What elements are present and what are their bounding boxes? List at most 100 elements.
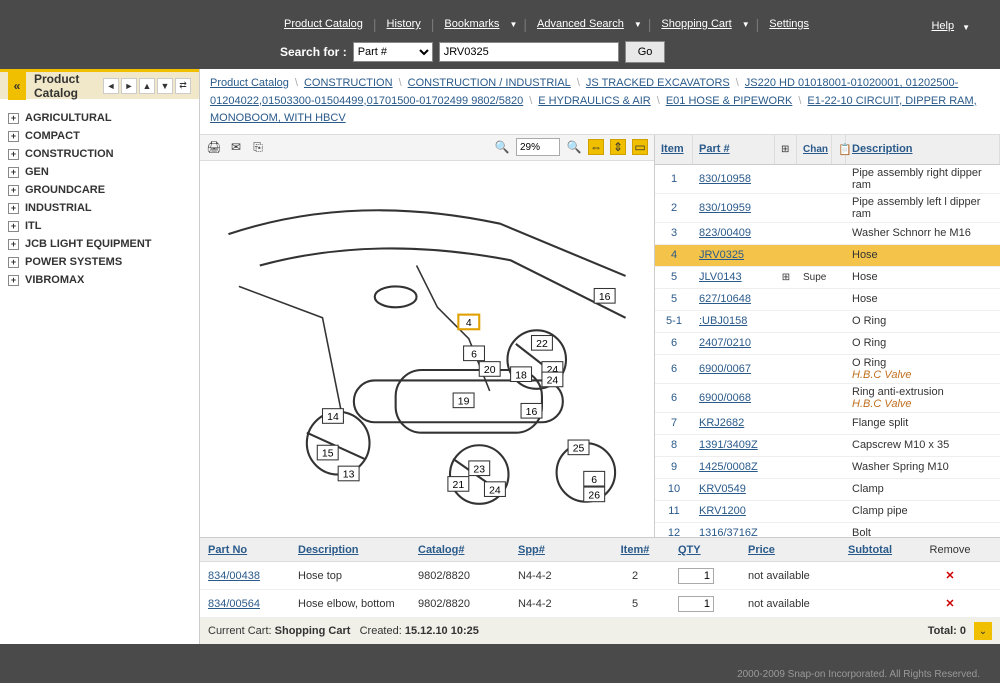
part-link[interactable]: 6900/0067	[699, 363, 751, 375]
tree-item[interactable]: +ITL	[8, 217, 191, 235]
header-part[interactable]: Part #	[699, 143, 730, 155]
nav-down-icon[interactable]: ▼	[157, 78, 173, 94]
header-change[interactable]: Chan	[803, 144, 828, 155]
part-link[interactable]: 1391/3409Z	[699, 439, 758, 451]
part-link[interactable]: KRV1200	[699, 505, 746, 517]
parts-row[interactable]: 5-1:UBJ0158O Ring	[655, 311, 1000, 333]
parts-row[interactable]: 91425/0008ZWasher Spring M10	[655, 457, 1000, 479]
expand-icon[interactable]: +	[8, 275, 19, 286]
breadcrumb-link[interactable]: E HYDRAULICS & AIR	[538, 95, 650, 107]
tree-item[interactable]: +AGRICULTURAL	[8, 109, 191, 127]
part-link[interactable]: JRV0325	[699, 249, 744, 261]
tree-item[interactable]: +JCB LIGHT EQUIPMENT	[8, 235, 191, 253]
tree-item[interactable]: +GROUNDCARE	[8, 181, 191, 199]
parts-row[interactable]: 10KRV0549Clamp	[655, 479, 1000, 501]
parts-row[interactable]: 5JLV0143⊞SupeHose	[655, 267, 1000, 289]
zoom-in-icon[interactable]: 🔍	[566, 139, 582, 155]
parts-row[interactable]: 81391/3409ZCapscrew M10 x 35	[655, 435, 1000, 457]
part-link[interactable]: KRJ2682	[699, 417, 744, 429]
part-link[interactable]: 627/10648	[699, 293, 751, 305]
parts-row[interactable]: 1830/10958Pipe assembly right dipper ram	[655, 165, 1000, 194]
expand-icon[interactable]: +	[8, 131, 19, 142]
part-link[interactable]: 830/10959	[699, 202, 751, 214]
cart-part-link[interactable]: 834/00438	[208, 570, 260, 582]
search-input[interactable]	[439, 42, 619, 62]
nav-settings[interactable]: Settings	[765, 16, 813, 32]
part-link[interactable]: JLV0143	[699, 271, 742, 283]
cart-h-price[interactable]: Price	[748, 544, 775, 556]
nav-product-catalog[interactable]: Product Catalog	[280, 16, 367, 32]
tree-item[interactable]: +VIBROMAX	[8, 271, 191, 289]
nav-up-icon[interactable]: ▲	[139, 78, 155, 94]
part-link[interactable]: KRV0549	[699, 483, 746, 495]
nav-bookmarks[interactable]: Bookmarks	[440, 16, 503, 32]
breadcrumb-link[interactable]: Product Catalog	[210, 77, 289, 89]
nav-fwd-icon[interactable]: ►	[121, 78, 137, 94]
expand-icon[interactable]: +	[8, 257, 19, 268]
breadcrumb-link[interactable]: CONSTRUCTION / INDUSTRIAL	[408, 77, 571, 89]
breadcrumb-link[interactable]: E01 HOSE & PIPEWORK	[666, 95, 793, 107]
part-link[interactable]: :UBJ0158	[699, 315, 747, 327]
parts-row[interactable]: 3823/00409Washer Schnorr he M16	[655, 223, 1000, 245]
tree-item[interactable]: +POWER SYSTEMS	[8, 253, 191, 271]
zoom-input[interactable]	[516, 138, 560, 156]
cart-h-item[interactable]: Item#	[621, 544, 650, 556]
part-link[interactable]: 1316/3716Z	[699, 527, 758, 537]
parts-row[interactable]: 7KRJ2682Flange split	[655, 413, 1000, 435]
header-desc[interactable]: Description	[852, 143, 913, 155]
parts-row[interactable]: 5627/10648Hose	[655, 289, 1000, 311]
tree-item[interactable]: +COMPACT	[8, 127, 191, 145]
part-link[interactable]: 823/00409	[699, 227, 751, 239]
cart-expand-icon[interactable]: ⌄	[974, 622, 992, 640]
expand-icon[interactable]: +	[8, 149, 19, 160]
fit-page-icon[interactable]: ▭	[632, 139, 648, 155]
remove-icon[interactable]: ✕	[945, 570, 954, 582]
expand-icon[interactable]: +	[8, 167, 19, 178]
cart-h-desc[interactable]: Description	[298, 544, 359, 556]
sidebar-collapse-icon[interactable]: «	[8, 72, 26, 100]
nav-shopping-cart[interactable]: Shopping Cart	[657, 16, 735, 32]
expand-icon[interactable]: +	[8, 185, 19, 196]
search-go-button[interactable]: Go	[625, 41, 666, 63]
part-link[interactable]: 6900/0068	[699, 392, 751, 404]
fit-height-icon[interactable]: ⇕	[610, 139, 626, 155]
help-link[interactable]: Help	[931, 20, 954, 32]
parts-row[interactable]: 121316/3716ZBolt	[655, 523, 1000, 537]
breadcrumb-link[interactable]: JS TRACKED EXCAVATORS	[586, 77, 730, 89]
parts-row[interactable]: 2830/10959Pipe assembly left l dipper ra…	[655, 194, 1000, 223]
header-flag-icon[interactable]: ⊞	[781, 144, 789, 155]
nav-tree-icon[interactable]: ⇄	[175, 78, 191, 94]
zoom-out-icon[interactable]: 🔍	[494, 139, 510, 155]
search-type-select[interactable]: Part #	[353, 42, 433, 62]
tree-item[interactable]: +GEN	[8, 163, 191, 181]
expand-icon[interactable]: +	[8, 113, 19, 124]
diagram-viewport[interactable]: 46201819162224241415132321242562616	[200, 161, 654, 537]
cart-h-spp[interactable]: Spp#	[518, 544, 545, 556]
parts-row[interactable]: 66900/0068Ring anti-extrusionH.B.C Valve	[655, 384, 1000, 413]
nav-advanced-search[interactable]: Advanced Search	[533, 16, 628, 32]
expand-icon[interactable]: +	[8, 239, 19, 250]
header-item[interactable]: Item	[661, 143, 684, 155]
expand-icon[interactable]: +	[8, 203, 19, 214]
parts-row[interactable]: 4JRV0325Hose	[655, 245, 1000, 267]
cart-qty-input[interactable]	[678, 568, 714, 584]
breadcrumb-link[interactable]: CONSTRUCTION	[304, 77, 393, 89]
nav-back-icon[interactable]: ◄	[103, 78, 119, 94]
cart-qty-input[interactable]	[678, 596, 714, 612]
part-link[interactable]: 1425/0008Z	[699, 461, 758, 473]
cart-h-sub[interactable]: Subtotal	[848, 544, 892, 556]
cart-part-link[interactable]: 834/00564	[208, 598, 260, 610]
parts-row[interactable]: 11KRV1200Clamp pipe	[655, 501, 1000, 523]
expand-icon[interactable]: +	[8, 221, 19, 232]
tree-item[interactable]: +INDUSTRIAL	[8, 199, 191, 217]
tree-item[interactable]: +CONSTRUCTION	[8, 145, 191, 163]
part-link[interactable]: 830/10958	[699, 173, 751, 185]
print-icon[interactable]: 🖨	[206, 139, 222, 155]
cart-h-cat[interactable]: Catalog#	[418, 544, 464, 556]
email-icon[interactable]: ✉	[228, 139, 244, 155]
remove-icon[interactable]: ✕	[945, 598, 954, 610]
cart-h-part[interactable]: Part No	[208, 544, 247, 556]
part-link[interactable]: 2407/0210	[699, 337, 751, 349]
parts-row[interactable]: 66900/0067O RingH.B.C Valve	[655, 355, 1000, 384]
copy-icon[interactable]: ⎘	[250, 139, 266, 155]
